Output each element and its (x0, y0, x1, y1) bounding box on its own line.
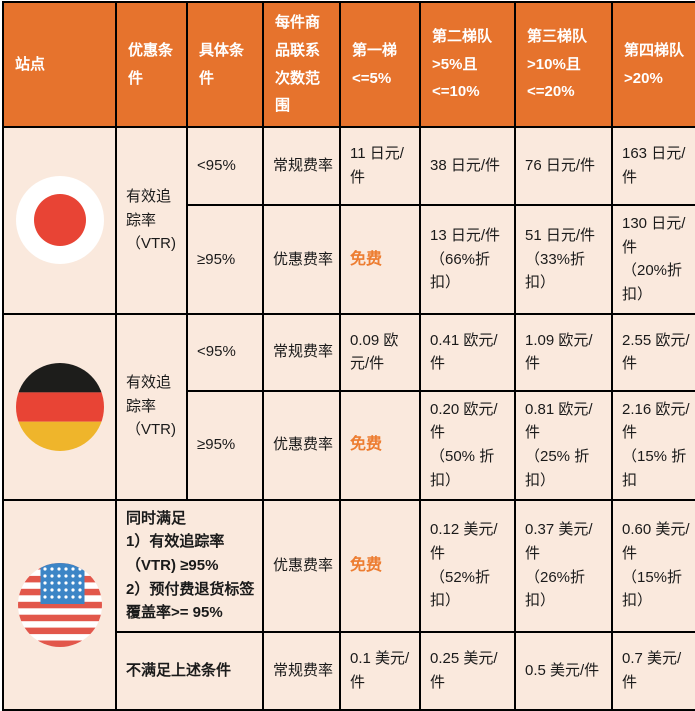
germany-tier2-discount: 0.20 欧元/件 （50% 折扣） (419, 389, 516, 501)
germany-rate-type-2: 优惠费率 (262, 389, 341, 501)
germany-specific-1: <95% (186, 312, 264, 392)
germany-tier4-regular: 2.55 欧元/件 (611, 312, 695, 392)
usa-site-cell (2, 498, 117, 711)
japan-specific-1: <95% (186, 126, 264, 206)
japan-tier1-regular: 11 日元/件 (339, 126, 421, 206)
germany-tier4-discount: 2.16 欧元/件 （15% 折扣 (611, 389, 695, 501)
germany-tier3-discount: 0.81 欧元/件 （25% 折扣） (514, 389, 613, 501)
usa-condition-discount-cell: 同时满足 1）有效追踪率 （VTR) ≥95% 2）预付费退货标签覆盖率>= 9… (115, 498, 264, 633)
germany-rate-type-1: 常规费率 (262, 312, 341, 392)
usa-tier2-regular: 0.25 美元/件 (419, 630, 516, 711)
japan-row-regular: 有效追踪率（VTR) <95% 常规费率 11 日元/件 38 日元/件 76 … (2, 126, 695, 315)
header-tier1: 第一梯 <=5% (339, 1, 421, 128)
japan-tier4-regular: 163 日元/件 (611, 126, 695, 206)
japan-rate-type-2: 优惠费率 (262, 204, 341, 315)
germany-specific-2: ≥95% (186, 389, 264, 501)
usa-tier1-free: 免费 (339, 498, 421, 633)
japan-site-cell (2, 126, 117, 315)
japan-flag-icon (15, 176, 104, 265)
japan-tier4-discount: 130 日元/件 （20%折扣） (611, 204, 695, 315)
header-contact-range: 每件商品联系次数范围 (262, 1, 341, 128)
usa-tier4-discount: 0.60 美元/件 （15%折扣） (611, 498, 695, 633)
germany-row-discount: ≥95% 优惠费率 免费 0.20 欧元/件 （50% 折扣） 0.81 欧元/… (3, 389, 695, 501)
germany-condition-cell: 有效追踪率（VTR) (115, 312, 188, 501)
japan-rate-type-1: 常规费率 (262, 126, 341, 206)
header-specific-condition: 具体条件 (186, 1, 264, 128)
germany-row-regular: 有效追踪率（VTR) <95% 常规费率 0.09 欧元/件 0.41 欧元/件… (2, 312, 695, 501)
germany-tier2-regular: 0.41 欧元/件 (419, 312, 516, 392)
germany-site-cell (2, 312, 117, 501)
japan-tier2-regular: 38 日元/件 (419, 126, 516, 206)
header-row: 站点 优惠条件 具体条件 每件商品联系次数范围 第一梯 <=5% 第二梯队 >5… (2, 1, 695, 128)
usa-tier1-regular: 0.1 美元/件 (339, 630, 421, 711)
header-tier2: 第二梯队 >5%且 <=10% (419, 1, 516, 128)
japan-tier1-free: 免费 (339, 204, 421, 315)
germany-tier1-regular: 0.09 欧元/件 (339, 312, 421, 392)
usa-condition-regular-cell: 不满足上述条件 (115, 630, 264, 711)
japan-specific-2: ≥95% (186, 204, 264, 315)
header-discount-condition: 优惠条件 (115, 1, 188, 128)
usa-tier3-regular: 0.5 美元/件 (514, 630, 613, 711)
header-tier4: 第四梯队 >20% (611, 1, 695, 128)
usa-rate-type-2: 常规费率 (262, 630, 341, 711)
usa-row-discount: 同时满足 1）有效追踪率 （VTR) ≥95% 2）预付费退货标签覆盖率>= 9… (2, 498, 695, 711)
germany-flag-icon (15, 362, 104, 451)
japan-row-discount: ≥95% 优惠费率 免费 13 日元/件 （66%折扣） 51 日元/件 （33… (3, 204, 695, 315)
usa-tier3-discount: 0.37 美元/件 （26%折扣） (514, 498, 613, 633)
japan-tier3-regular: 76 日元/件 (514, 126, 613, 206)
usa-flag-icon (17, 562, 102, 647)
header-tier3: 第三梯队 >10%且 <=20% (514, 1, 613, 128)
japan-tier2-discount: 13 日元/件 （66%折扣） (419, 204, 516, 315)
germany-tier1-free: 免费 (339, 389, 421, 501)
header-site: 站点 (2, 1, 117, 128)
japan-condition-cell: 有效追踪率（VTR) (115, 126, 188, 315)
usa-rate-type-1: 优惠费率 (262, 498, 341, 633)
germany-tier3-regular: 1.09 欧元/件 (514, 312, 613, 392)
usa-tier2-discount: 0.12 美元/件 （52%折扣） (419, 498, 516, 633)
usa-tier4-regular: 0.7 美元/件 (611, 630, 695, 711)
japan-tier3-discount: 51 日元/件 （33%折扣） (514, 204, 613, 315)
